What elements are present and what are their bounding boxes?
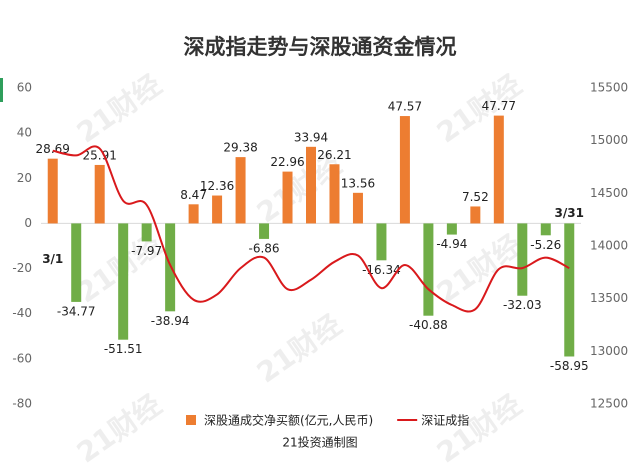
bar: [470, 206, 481, 224]
y-tick-label: 0: [24, 216, 32, 230]
value-label: 26.21: [317, 148, 351, 162]
bar: [47, 158, 58, 224]
bar: [188, 204, 199, 224]
value-label: -6.86: [249, 241, 280, 255]
legend-label: 深股通成交净买额(亿元,人民币): [204, 413, 373, 428]
y2-tick-label: 12500: [590, 397, 628, 411]
bar: [212, 195, 223, 224]
value-label: -32.03: [503, 298, 542, 312]
y2-tick-label: 14500: [590, 186, 628, 200]
watermark: 21财经: [71, 68, 168, 150]
chart-title: 深成指走势与深股通资金情况: [184, 35, 457, 59]
value-label: 25.91: [83, 148, 117, 162]
value-label: 7.52: [462, 190, 489, 204]
bar: [540, 223, 551, 236]
bar: [282, 171, 293, 224]
line: [52, 145, 570, 313]
y2-tick-label: 13500: [590, 291, 628, 305]
bar: [141, 223, 152, 242]
bar: [399, 116, 410, 224]
y-tick-label: 20: [17, 171, 32, 185]
y-tick-label: -60: [12, 351, 32, 365]
y2-tick-label: 15500: [590, 81, 628, 95]
bar: [94, 164, 105, 224]
bar: [517, 223, 528, 296]
value-label: -51.51: [104, 342, 143, 356]
x-category-label: 3/1: [42, 252, 63, 266]
value-label: -4.94: [436, 237, 467, 251]
value-label: -40.88: [409, 318, 448, 332]
bar: [259, 223, 270, 239]
legend-swatch: [186, 415, 196, 425]
y2-tick-label: 14000: [590, 239, 628, 253]
watermark: 21财经: [251, 308, 348, 390]
bar: [446, 223, 457, 235]
edge-mark: [0, 78, 3, 102]
x-category-label: 3/31: [555, 206, 584, 220]
value-label: -7.97: [131, 244, 162, 258]
value-label: 13.56: [341, 176, 375, 190]
watermark: 21财经: [71, 388, 168, 470]
value-label: 22.96: [270, 155, 304, 169]
bar: [564, 223, 575, 357]
bar: [376, 223, 387, 261]
bar: [423, 223, 434, 316]
y2-tick-label: 15000: [590, 133, 628, 147]
value-label: -38.94: [151, 314, 190, 328]
bar: [493, 115, 504, 224]
bar: [71, 223, 82, 302]
value-label: -58.95: [550, 359, 589, 373]
y-tick-label: 40: [17, 126, 32, 140]
value-label: 33.94: [294, 130, 328, 144]
bar: [165, 223, 176, 312]
value-label: 12.36: [200, 179, 234, 193]
value-label: -34.77: [57, 304, 96, 318]
y-tick-label: -40: [12, 306, 32, 320]
bar: [329, 164, 340, 224]
y-tick-label: -20: [12, 261, 32, 275]
value-label: 8.47: [180, 188, 207, 202]
y2-tick-label: 13000: [590, 344, 628, 358]
bar: [306, 146, 316, 224]
value-label: 47.57: [388, 100, 422, 114]
y-tick-label: -80: [12, 397, 32, 411]
bar: [352, 192, 363, 224]
value-label: 29.38: [223, 141, 257, 155]
watermark: 21财经: [431, 388, 528, 470]
y-tick-label: 60: [17, 81, 32, 95]
footer: 21投资通制图: [282, 435, 357, 450]
value-label: -16.34: [362, 263, 401, 277]
bar: [118, 223, 129, 340]
value-label: 47.77: [482, 99, 516, 113]
bar: [235, 157, 246, 224]
value-label: -5.26: [530, 238, 561, 252]
legend-label: 深证成指: [421, 413, 469, 428]
